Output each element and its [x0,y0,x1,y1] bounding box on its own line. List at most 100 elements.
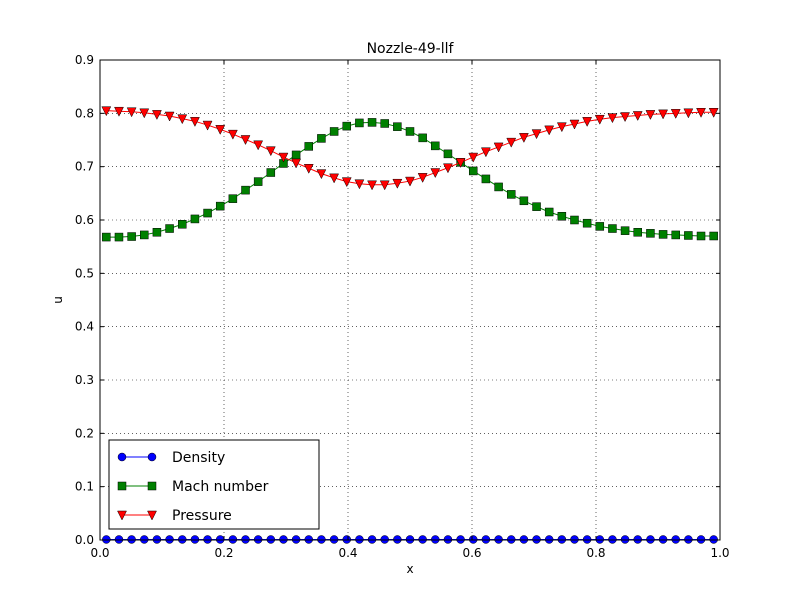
pressure-point [480,147,491,158]
pressure-point [126,107,137,118]
mach-number-point [532,202,541,211]
density-point [228,535,238,544]
pressure-point [506,137,517,148]
density-point [279,535,288,544]
density-point [393,535,402,544]
pressure-point [683,108,694,119]
pressure-point [227,129,238,140]
pressure-point [417,173,428,183]
density-point [646,535,655,544]
density-point [178,535,187,544]
pressure-point [367,180,377,191]
y-tick-label: 0.8 [75,106,94,120]
grid [100,60,720,540]
pressure-point [430,168,441,179]
x-tick-label: 1.0 [710,546,729,560]
mach-number-point [342,121,352,131]
density-point [570,535,579,544]
pressure-point [303,164,314,174]
pressure-point [607,113,618,124]
y-tick-label: 0.6 [75,213,94,227]
pressure-point [645,110,656,120]
pressure-point [556,122,567,133]
density-point [443,535,453,544]
mach-number-point [506,190,516,199]
pressure-point [341,177,352,188]
pressure-point [354,179,365,190]
mach-number-point [291,150,301,160]
pressure-point [696,108,706,118]
pressure-point [708,108,719,118]
mach-number-point [671,230,680,240]
mach-number-point [178,220,187,229]
density-point [544,535,554,544]
density-point [291,535,301,544]
x-tick-label: 0.4 [338,546,357,560]
pressure-point [215,125,226,135]
density-point [684,535,693,544]
mach-number-point [582,218,592,228]
mach-number-point [266,168,276,177]
mach-number-point [519,196,529,206]
density-point [608,535,617,544]
mach-number-point [203,208,212,218]
pressure-point [278,152,289,163]
mach-number-point [620,226,630,235]
pressure-point [594,114,605,125]
x-tick-label: 0.6 [462,546,481,560]
mach-number-point [494,182,503,192]
density-point [380,535,389,544]
y-tick-label: 0.0 [75,533,94,547]
mach-number-point [253,177,263,186]
pressure-point [316,169,327,180]
legend-label: Mach number [172,479,269,495]
density-point [152,535,162,544]
mach-number-point [405,127,415,136]
y-tick-label: 0.5 [75,266,94,280]
mach-number-point [418,133,427,143]
pressure-point [177,114,188,125]
legend-label: Density [172,450,225,466]
mach-number-point [355,118,364,128]
pressure-point [632,111,643,122]
density-point [355,535,364,544]
x-tick-label: 0.8 [586,546,605,560]
pressure-point [101,106,112,117]
x-axis-label: x [406,562,413,576]
pressure-point [658,109,668,120]
density-point [633,535,642,544]
density-point [317,535,326,544]
ticks: 0.0 0.2 0.4 0.6 0.8 1.0 0.0 0.1 0.2 0.3 0.4 0.5 0.6 0… [75,53,730,560]
mach-number-point [658,230,668,239]
mach-number-point [431,141,440,151]
pressure-point [518,133,529,143]
y-tick-label: 0.7 [75,160,94,174]
density-point [494,535,503,544]
density-point [506,535,516,544]
mach-number-point [633,228,642,237]
pressure-point [468,152,479,163]
series-mach-number [102,118,718,242]
mach-number-point [684,231,693,240]
density-point [431,535,440,544]
mach-number-point [608,224,617,233]
mach-number-point [190,214,200,224]
mach-number-point [380,119,389,128]
legend-marker [117,481,127,491]
density-point [190,535,200,544]
density-point [557,535,567,544]
density-point [304,535,314,544]
legend: Density Mach number Pressure [108,439,320,530]
y-axis-label: u [51,296,65,304]
pressure-point [405,176,415,187]
pressure-point [620,112,630,123]
density-point [102,535,111,544]
density-point [696,535,706,544]
mach-number-point [443,149,453,159]
pressure-point [670,109,681,119]
legend-marker [117,452,127,462]
density-point [266,535,276,544]
mach-number-point [393,122,402,131]
legend-box [108,439,320,530]
